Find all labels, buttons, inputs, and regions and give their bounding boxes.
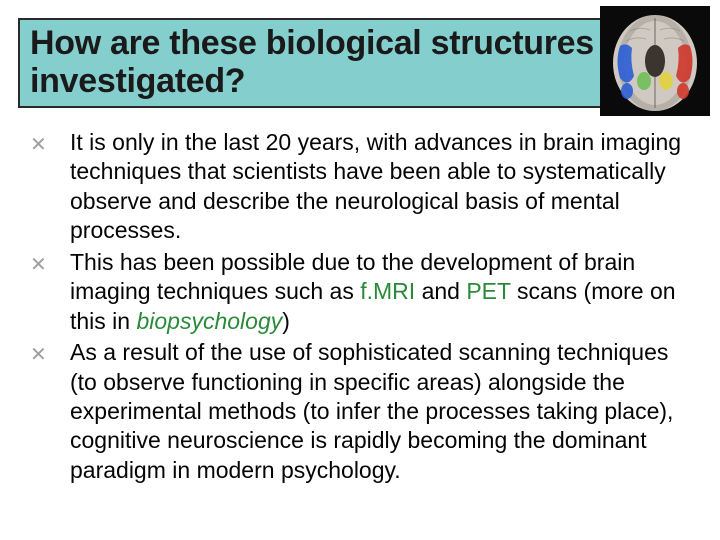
bullet-icon: ✕ bbox=[30, 128, 70, 160]
text-segment: As a result of the use of sophisticated … bbox=[70, 339, 673, 483]
list-item: ✕ This has been possible due to the deve… bbox=[30, 248, 690, 336]
bullet-text: It is only in the last 20 years, with ad… bbox=[70, 128, 690, 246]
highlight-text: PET bbox=[466, 278, 510, 304]
bullet-text: As a result of the use of sophisticated … bbox=[70, 338, 690, 485]
text-segment: and bbox=[415, 278, 466, 304]
highlight-text: f.MRI bbox=[360, 278, 415, 304]
brain-scan-image bbox=[600, 6, 710, 116]
bullet-text: This has been possible due to the develo… bbox=[70, 248, 690, 336]
text-segment: ) bbox=[282, 308, 290, 334]
list-item: ✕ As a result of the use of sophisticate… bbox=[30, 338, 690, 485]
page-title: How are these biological structures inve… bbox=[30, 24, 606, 100]
highlight-text: biopsychology bbox=[136, 308, 282, 334]
title-banner: How are these biological structures inve… bbox=[18, 18, 618, 108]
bullet-list: ✕ It is only in the last 20 years, with … bbox=[30, 128, 690, 487]
text-segment: It is only in the last 20 years, with ad… bbox=[70, 129, 681, 243]
list-item: ✕ It is only in the last 20 years, with … bbox=[30, 128, 690, 246]
bullet-icon: ✕ bbox=[30, 248, 70, 280]
bullet-icon: ✕ bbox=[30, 338, 70, 370]
